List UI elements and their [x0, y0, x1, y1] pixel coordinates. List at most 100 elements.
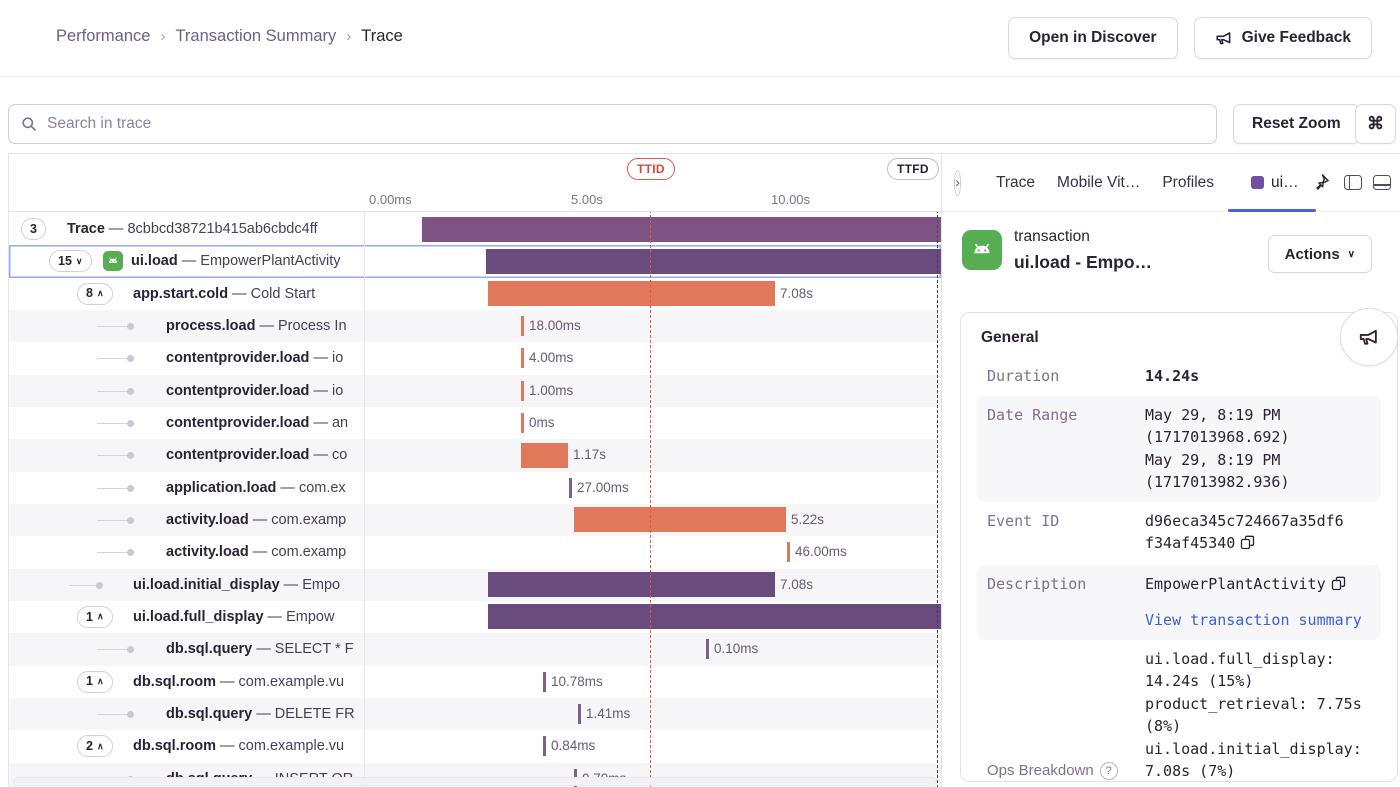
span-description: com.ex: [298, 479, 346, 496]
span-op: ui.load.initial_display: [133, 576, 280, 593]
span-row-contentprovider.load[interactable]: contentprovider.load — an 0ms: [9, 406, 941, 440]
span-duration-label: 0.10ms: [714, 641, 759, 657]
date-range-row: Date Range May 29, 8:19 PM (1717013968.6…: [977, 395, 1381, 502]
ttfd-badge[interactable]: TTFD: [887, 158, 939, 180]
megaphone-icon: [1215, 29, 1233, 47]
layout-left-drawer-icon[interactable]: [1343, 175, 1362, 190]
span-duration-bar[interactable]: [488, 572, 775, 598]
span-op: contentprovider.load: [166, 414, 310, 431]
chevron-down-icon: ∨: [1347, 248, 1355, 260]
help-icon[interactable]: ?: [1099, 762, 1118, 781]
child-count-badge[interactable]: 2 ∧: [77, 735, 113, 758]
span-duration-bar[interactable]: [543, 736, 546, 757]
horizontal-scrollbar[interactable]: [13, 777, 937, 786]
tree-connector: [97, 358, 130, 360]
transaction-header: transaction ui.load - Empo… Actions ∨: [942, 212, 1400, 308]
view-transaction-summary-link[interactable]: View transaction summary: [1145, 611, 1362, 629]
span-row-db.sql.room[interactable]: 1 ∧ db.sql.room — com.example.vu 10.78ms: [9, 665, 941, 698]
ttid-badge[interactable]: TTID: [627, 158, 675, 180]
span-row-ui.load.initial_display[interactable]: ui.load.initial_display — Empo 7.08s: [9, 568, 941, 601]
child-count-badge[interactable]: 15 ∨: [49, 250, 92, 273]
layout-toggle-group: [1343, 175, 1400, 190]
span-bar-cell: 1.17s: [521, 439, 941, 471]
span-duration-bar[interactable]: [569, 477, 572, 498]
child-count-badge[interactable]: 8 ∧: [77, 282, 113, 305]
description-value: EmpowerPlantActivity View transaction su…: [1145, 573, 1371, 632]
tree-connector: [97, 325, 130, 327]
breadcrumb-performance[interactable]: Performance: [56, 27, 151, 45]
span-duration-label: 18.00ms: [529, 317, 581, 333]
give-feedback-button[interactable]: Give Feedback: [1193, 17, 1372, 59]
collapse-panel-button[interactable]: ›: [954, 169, 961, 196]
span-duration-bar[interactable]: [706, 639, 709, 660]
tab-profiles[interactable]: Profiles: [1162, 173, 1215, 191]
span-row-db.sql.query[interactable]: db.sql.query — SELECT * F 0.10ms: [9, 633, 941, 666]
span-duration-bar[interactable]: 14.24s: [488, 604, 941, 630]
layout-bottom-drawer-icon[interactable]: [1372, 175, 1391, 190]
span-duration-bar[interactable]: [543, 671, 546, 692]
span-bar-cell: 4.00ms: [521, 342, 941, 374]
copy-icon[interactable]: [1240, 534, 1255, 557]
span-bar-cell: 1.41ms: [521, 698, 941, 730]
span-duration-bar[interactable]: [578, 703, 581, 724]
tab-mobile-vitals[interactable]: Mobile Vit…: [1057, 173, 1141, 191]
span-description: Cold Start: [250, 285, 316, 302]
span-duration-bar[interactable]: [574, 507, 786, 533]
span-row-activity.load[interactable]: activity.load — com.examp 46.00ms: [9, 536, 941, 569]
span-row-application.load[interactable]: application.load — com.ex 27.00ms: [9, 471, 941, 504]
reset-zoom-button[interactable]: Reset Zoom: [1233, 104, 1360, 144]
span-bar-cell: 14.24s: [488, 601, 941, 633]
span-duration-bar[interactable]: [488, 281, 775, 307]
feedback-fab-button[interactable]: [1340, 308, 1398, 366]
span-duration-bar[interactable]: [521, 412, 524, 433]
span-duration-bar[interactable]: 14.24s: [422, 216, 941, 242]
span-row-contentprovider.load[interactable]: contentprovider.load — io 1.00ms: [9, 374, 941, 407]
pin-tab-button[interactable]: [1311, 173, 1330, 192]
span-row-db.sql.room[interactable]: 2 ∧ db.sql.room — com.example.vu 0.84ms: [9, 730, 941, 763]
tab-active-transaction[interactable]: ui…: [1251, 154, 1299, 212]
span-bar-cell: 10.78ms: [488, 666, 941, 698]
event-id-label: Event ID: [987, 511, 1060, 530]
child-count-badge[interactable]: 1 ∧: [77, 605, 113, 628]
span-name-cell: contentprovider.load — io: [9, 342, 521, 374]
span-separator: —: [309, 414, 332, 431]
copy-icon[interactable]: [1331, 575, 1346, 598]
span-row-app.start.cold[interactable]: 8 ∧ app.start.cold — Cold Start 7.08s: [9, 277, 941, 310]
child-count-badge[interactable]: 1 ∧: [77, 670, 113, 693]
leaf-dot-icon: [96, 581, 103, 589]
span-row-Trace[interactable]: 3 Trace — 8cbbcd38721b415ab6cbdc4ff 14.24s: [9, 213, 941, 246]
span-name-cell: db.sql.query — SELECT * F: [9, 633, 521, 665]
column-divider[interactable]: [364, 154, 365, 787]
span-row-ui.load.full_display[interactable]: 1∧ ui.load.full_display — Empow 14.24s: [9, 600, 941, 634]
span-duration-bar[interactable]: [521, 442, 568, 468]
span-duration-bar[interactable]: [521, 348, 524, 369]
tree-connector: [97, 552, 130, 554]
span-duration-bar[interactable]: 14.24s: [486, 248, 941, 274]
span-row-process.load[interactable]: process.load — Process In 18.00ms: [9, 309, 941, 343]
leaf-dot-icon: [127, 484, 134, 492]
search-input[interactable]: [45, 114, 1204, 134]
span-row-contentprovider.load[interactable]: contentprovider.load — co 1.17s: [9, 439, 941, 472]
span-row-db.sql.query[interactable]: db.sql.query — DELETE FR 1.41ms: [9, 697, 941, 731]
span-row-ui.load[interactable]: 15∨ ui.load — EmpowerPlantActivity 14.24s: [9, 245, 941, 278]
span-duration-bar[interactable]: [521, 315, 524, 336]
span-description: an: [331, 414, 349, 431]
breadcrumb-transaction-summary[interactable]: Transaction Summary: [175, 27, 337, 45]
tab-trace[interactable]: Trace: [996, 173, 1036, 191]
leaf-dot-icon: [127, 387, 134, 395]
trace-search-bar[interactable]: [8, 104, 1217, 144]
child-count-badge[interactable]: 3: [21, 218, 46, 240]
chevron-down-icon: ∨: [75, 255, 83, 266]
span-duration-bar[interactable]: [521, 380, 524, 401]
span-duration-bar[interactable]: [787, 542, 790, 563]
span-row-contentprovider.load[interactable]: contentprovider.load — io 4.00ms: [9, 342, 941, 375]
span-row-activity.load[interactable]: activity.load — com.examp 5.22s: [9, 503, 941, 537]
shortcut-command-button[interactable]: ⌘: [1355, 104, 1396, 144]
span-separator: —: [276, 479, 299, 496]
span-op: db.sql.room: [133, 738, 216, 755]
actions-button[interactable]: Actions ∨: [1267, 235, 1372, 273]
span-bar-cell: 7.08s: [488, 569, 941, 601]
span-op: ui.load: [131, 253, 178, 270]
open-in-discover-button[interactable]: Open in Discover: [1008, 17, 1178, 59]
timeline-header: 0.00ms 5.00s 10.00s: [9, 154, 941, 212]
